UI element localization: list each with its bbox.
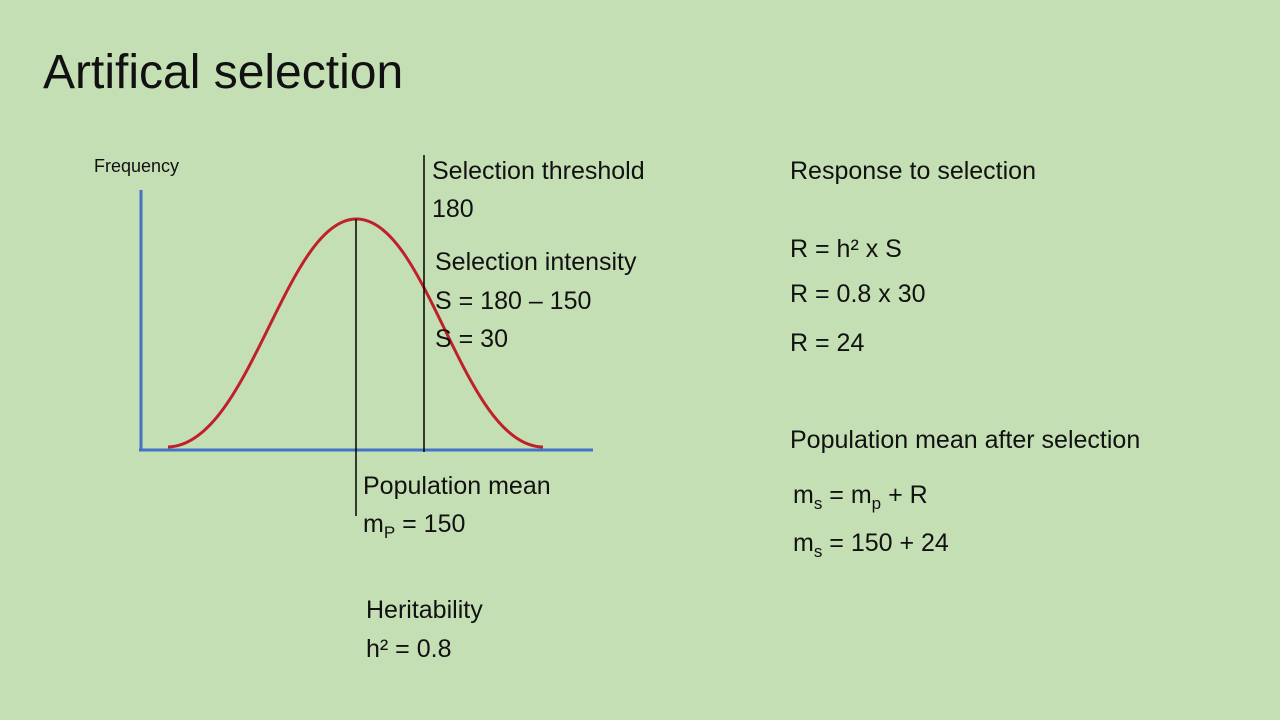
- text-part: = 150: [395, 510, 465, 538]
- text-part: m: [363, 510, 384, 538]
- label: Heritability: [366, 596, 483, 624]
- text-part: m: [793, 481, 814, 509]
- formula: R = h² x S: [790, 235, 902, 263]
- formula: ms = 150 + 24: [793, 529, 949, 561]
- subscript: p: [872, 494, 881, 513]
- text-part: = m: [822, 481, 871, 509]
- subscript: s: [814, 542, 823, 561]
- subscript: s: [814, 494, 823, 513]
- label: Selection intensity: [435, 248, 637, 276]
- slide-title: Artifical selection: [43, 46, 403, 99]
- heading: Response to selection: [790, 157, 1036, 185]
- formula: mP = 150: [363, 510, 465, 542]
- label: Population mean: [363, 472, 551, 500]
- formula: S = 180 – 150: [435, 287, 591, 315]
- value: 180: [432, 195, 474, 223]
- text-part: m: [793, 529, 814, 557]
- formula: S = 30: [435, 325, 508, 353]
- axis-label: Frequency: [94, 156, 179, 176]
- formula: R = 24: [790, 329, 864, 357]
- value: h² = 0.8: [366, 635, 451, 663]
- formula: ms = mp + R: [793, 481, 928, 513]
- label: Selection threshold: [432, 157, 645, 185]
- text-part: + R: [881, 481, 928, 509]
- subscript: P: [384, 523, 395, 542]
- heading: Population mean after selection: [790, 426, 1140, 454]
- text-part: = 150 + 24: [822, 529, 949, 557]
- formula: R = 0.8 x 30: [790, 280, 926, 308]
